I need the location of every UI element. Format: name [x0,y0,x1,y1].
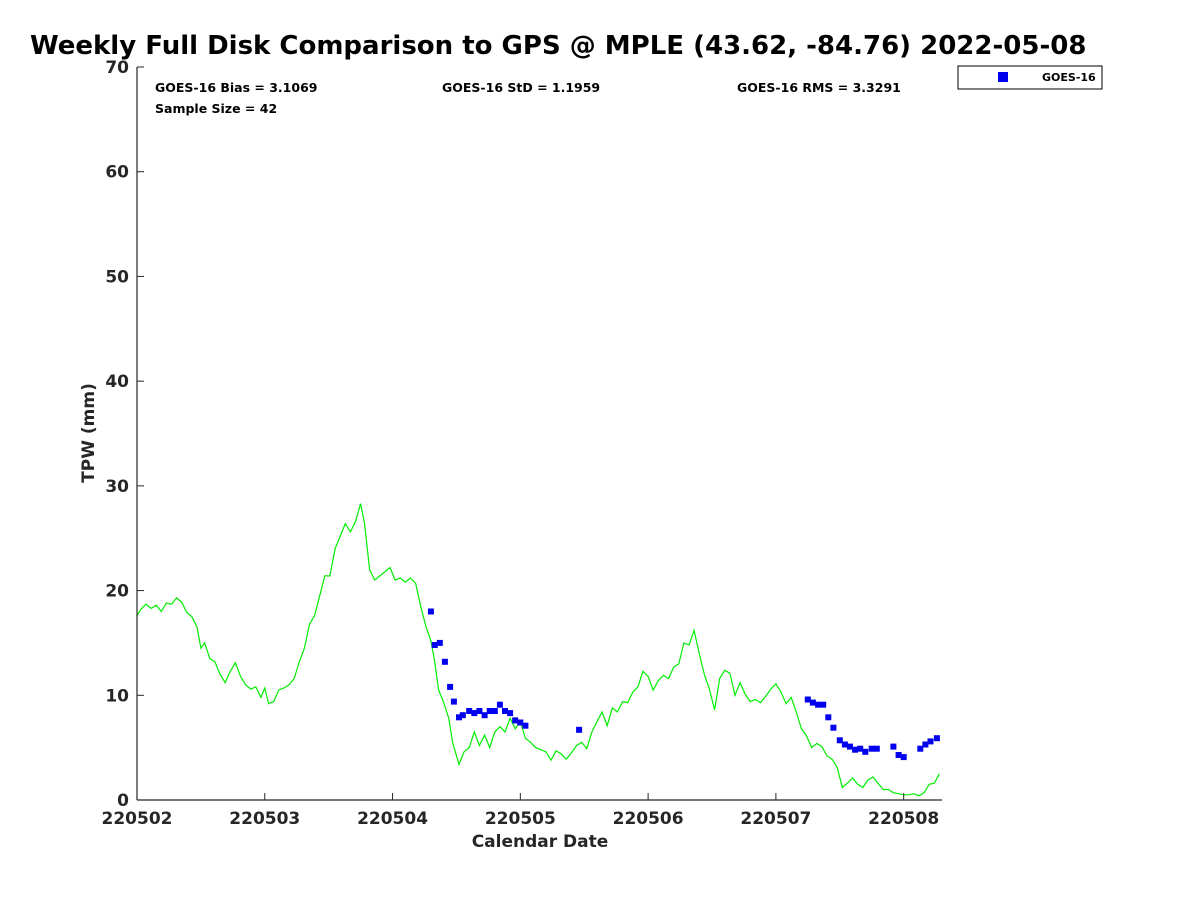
y-tick-label: 50 [105,267,129,287]
x-tick-label: 220505 [485,809,556,829]
goes-16-point [862,748,869,755]
goes-16-point [481,712,488,719]
goes-16-point [517,719,524,726]
plot-area: 0 10 20 30 40 50 60 70 220502 220503 220504 220505… [102,58,942,829]
goes-16-point [450,698,457,705]
x-tick-label: 220506 [613,809,684,829]
y-tick-label: 40 [105,372,129,392]
y-axis-ticks: 0 10 20 30 40 50 60 70 [105,58,144,811]
goes-16-point [857,745,864,752]
goes-16-point [890,743,897,750]
x-axis-label: Calendar Date [472,832,609,852]
goes-16-point [820,701,827,708]
goes-16-point [922,741,929,748]
goes-16-point [900,754,907,761]
goes-16-point [471,710,478,717]
stat-rms: GOES-16 RMS = 3.3291 [737,80,901,95]
goes-16-point [522,722,529,729]
goes-16-point [441,658,448,665]
goes-16-point [427,608,434,615]
stat-sample-size: Sample Size = 42 [155,101,277,116]
gps-series [136,503,940,797]
goes-16-point [507,710,514,717]
goes-16-point [476,708,483,714]
goes-16-point [491,708,498,714]
goes-16-point [815,701,822,708]
x-axis-ticks: 220502 220503 220504 220505 220506 220507 2205… [102,793,939,829]
goes-16-point [841,741,848,748]
goes-16-point [836,737,843,744]
y-tick-label: 10 [105,686,129,706]
x-tick-label: 220508 [868,809,939,829]
goes-16-point [496,701,503,708]
goes-16-point [804,696,811,703]
goes-16-point [459,712,466,719]
goes-16-point [927,738,934,745]
goes-16-point [873,745,880,752]
goes-16-point [456,714,462,721]
goes-16-point [895,752,902,758]
goes-16-point [466,708,473,714]
goes-16-series [427,608,940,761]
x-tick-label: 220502 [102,809,173,829]
gps-line [136,503,940,797]
x-tick-label: 220504 [357,809,428,829]
goes-16-point [576,726,583,733]
plot-background [137,67,942,800]
goes-16-point [825,714,832,721]
x-tick-label: 220503 [229,809,300,829]
goes-16-point [847,743,853,750]
y-tick-label: 60 [105,163,129,183]
y-tick-label: 20 [105,582,129,602]
stat-std: GOES-16 StD = 1.1959 [442,80,600,95]
y-tick-label: 70 [105,58,129,78]
legend: GOES-16 [957,65,1103,90]
goes-16-point [502,708,508,714]
goes-16-point [933,735,940,742]
legend-marker-goes-16 [998,72,1008,82]
goes-16-point [809,699,816,706]
goes-16-point [436,639,443,646]
legend-label-goes-16: GOES-16 [1042,71,1096,84]
y-axis-label: TPW (mm) [79,383,99,483]
x-tick-label: 220507 [740,809,811,829]
goes-16-point [830,724,837,731]
goes-16-point [486,708,493,714]
goes-16-point [512,717,519,724]
goes-16-point [917,745,924,752]
stat-bias: GOES-16 Bias = 3.1069 [155,80,317,95]
y-tick-label: 0 [117,791,129,811]
chart-title: Weekly Full Disk Comparison to GPS @ MPL… [30,31,1086,61]
goes-16-point [447,683,454,690]
y-tick-label: 30 [105,477,129,497]
goes-16-point [852,746,859,753]
goes-16-point [431,642,438,648]
goes-16-point [868,745,875,752]
legend-box [957,65,1103,90]
